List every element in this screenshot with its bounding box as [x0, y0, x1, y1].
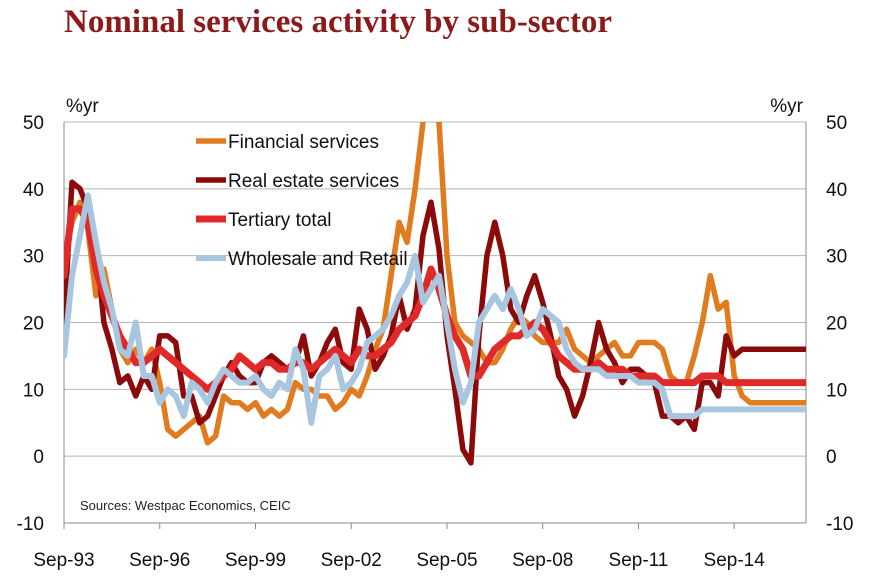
x-tick-label: Sep-08 [512, 550, 573, 571]
legend: Financial services Real estate services Te… [196, 132, 408, 270]
y-axis-right-ticks: -10 0 10 20 30 40 50 [826, 113, 853, 535]
y-tick-label-left: 10 [23, 380, 44, 401]
y-tick-label-right: 40 [826, 180, 847, 201]
legend-label: Wholesale and Retail [228, 249, 408, 270]
y-unit-right: %yr [770, 96, 803, 117]
y-tick-label-left: 30 [23, 247, 44, 268]
legend-label: Financial services [228, 132, 379, 153]
y-tick-label-right: 20 [826, 314, 847, 335]
y-tick-label-left: 0 [33, 447, 44, 468]
y-tick-label-left: 20 [23, 314, 44, 335]
x-tick-label: Sep-93 [33, 550, 94, 571]
series-lines [64, 122, 806, 466]
x-tick-label: Sep-96 [129, 550, 190, 571]
legend-label: Tertiary total [228, 210, 331, 231]
x-axis-ticks: Sep-93 Sep-96 Sep-99 Sep-02 Sep-05 Sep-08 Sep-… [33, 550, 765, 571]
y-tick-label-right: 50 [826, 113, 847, 134]
y-tick-label-right: 30 [826, 247, 847, 268]
legend-label: Real estate services [228, 171, 399, 192]
y-tick-label-left: -10 [17, 514, 44, 535]
y-tick-label-right: -10 [826, 514, 853, 535]
x-tick-label: Sep-99 [225, 550, 286, 571]
x-tick-label: Sep-02 [321, 550, 382, 571]
axes [63, 122, 807, 529]
y-tick-label-right: 0 [826, 447, 837, 468]
gridlines [64, 121, 806, 457]
y-tick-label-left: 50 [23, 113, 44, 134]
chart-title: Nominal services activity by sub-sector [64, 4, 613, 40]
source-note: Sources: Westpac Economics, CEIC [80, 498, 291, 513]
x-tick-label: Sep-05 [416, 550, 477, 571]
series-line-wholesale-and-retail [64, 192, 806, 426]
x-tick-label: Sep-11 [609, 550, 669, 571]
x-tick-label: Sep-14 [704, 550, 766, 571]
y-tick-label-left: 40 [23, 180, 44, 201]
y-tick-label-right: 10 [826, 380, 847, 401]
y-unit-left: %yr [66, 96, 99, 117]
y-axis-left-ticks: -10 0 10 20 30 40 50 [17, 113, 44, 535]
